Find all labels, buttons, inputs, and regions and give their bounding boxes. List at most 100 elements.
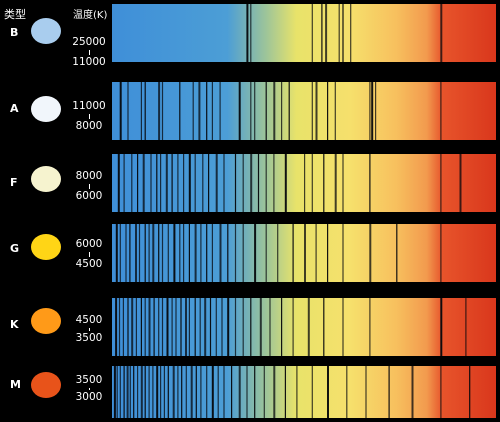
absorption-line — [307, 298, 310, 356]
absorption-line — [161, 82, 164, 140]
absorption-line — [171, 154, 173, 212]
absorption-line — [273, 82, 276, 140]
absorption-line — [144, 366, 146, 418]
absorption-line — [195, 366, 197, 418]
absorption-line — [259, 298, 262, 356]
class-label: G — [10, 242, 20, 255]
class-label: B — [10, 26, 19, 39]
temp-low: 6000 — [75, 190, 103, 202]
class-label: K — [10, 318, 19, 331]
absorption-line — [119, 82, 122, 140]
spectrum-svg — [112, 366, 496, 418]
absorption-line — [411, 366, 414, 418]
absorption-line — [338, 4, 340, 62]
absorption-line — [342, 298, 344, 356]
temp-low: 3000 — [75, 391, 103, 403]
star-swatch — [31, 166, 61, 192]
absorption-line — [160, 366, 162, 418]
absorption-line — [234, 154, 237, 212]
absorption-line — [167, 366, 169, 418]
absorption-line — [327, 224, 329, 282]
spectrum-svg — [112, 298, 496, 356]
absorption-line — [311, 154, 313, 212]
absorption-line — [440, 82, 442, 140]
absorption-line — [129, 366, 131, 418]
absorption-line — [223, 154, 225, 212]
absorption-line — [311, 366, 313, 418]
spectrum-svg — [112, 154, 496, 212]
spectrum-band — [112, 366, 496, 418]
absorption-line — [153, 298, 155, 356]
absorption-line — [327, 82, 329, 140]
absorption-line — [440, 4, 443, 62]
absorption-line — [144, 298, 146, 356]
star-swatch — [31, 308, 61, 334]
absorption-line — [254, 224, 257, 282]
absorption-line — [188, 224, 190, 282]
absorption-line — [465, 298, 467, 356]
absorption-line — [440, 366, 442, 418]
absorption-line — [160, 154, 162, 212]
absorption-line — [250, 298, 252, 356]
absorption-line — [304, 224, 306, 282]
absorption-line — [126, 366, 129, 418]
absorption-line — [131, 298, 134, 356]
absorption-line — [469, 366, 471, 418]
absorption-line — [179, 82, 181, 140]
absorption-line — [118, 298, 121, 356]
absorption-line — [281, 82, 283, 140]
absorption-line — [273, 366, 276, 418]
spectrum-svg — [112, 4, 496, 62]
absorption-line — [265, 154, 267, 212]
absorption-line — [369, 224, 372, 282]
temp-separator — [88, 252, 90, 257]
spectrum-row-f: F 8000 6000 — [0, 146, 500, 212]
absorption-line — [123, 366, 125, 418]
absorption-line — [369, 154, 371, 212]
absorption-line — [185, 298, 187, 356]
absorption-line — [148, 366, 150, 418]
absorption-line — [156, 154, 158, 212]
type-header: 类型 — [4, 8, 26, 21]
absorption-line — [288, 82, 290, 140]
absorption-line — [334, 154, 337, 212]
absorption-line — [200, 366, 202, 418]
absorption-line — [142, 154, 145, 212]
absorption-line — [179, 224, 181, 282]
absorption-line — [219, 82, 221, 140]
absorption-line — [238, 82, 241, 140]
absorption-line — [199, 298, 201, 356]
absorption-line — [296, 366, 298, 418]
spectrum-band — [112, 154, 496, 212]
absorption-line — [140, 366, 143, 418]
absorption-line — [140, 82, 142, 140]
absorption-line — [269, 298, 271, 356]
absorption-line — [219, 224, 222, 282]
absorption-line — [129, 224, 131, 282]
class-label: A — [10, 102, 19, 115]
absorption-line — [321, 4, 323, 62]
absorption-line — [175, 298, 177, 356]
temp-separator — [88, 114, 90, 119]
absorption-line — [211, 224, 213, 282]
absorption-line — [183, 224, 185, 282]
absorption-line — [396, 224, 398, 282]
absorption-line — [440, 224, 442, 282]
absorption-line — [215, 298, 217, 356]
absorption-line — [125, 224, 127, 282]
absorption-line — [234, 298, 237, 356]
absorption-line — [192, 82, 194, 140]
absorption-line — [292, 224, 294, 282]
absorption-line — [246, 366, 248, 418]
absorption-line — [284, 154, 287, 212]
absorption-line — [140, 298, 142, 356]
absorption-line — [315, 82, 318, 140]
absorption-line — [334, 82, 336, 140]
absorption-line — [206, 366, 208, 418]
temperature-header: 温度(K) — [73, 10, 108, 21]
spectrum-band — [112, 298, 496, 356]
spectrum-row-a: A 11000 8000 — [0, 72, 500, 140]
temp-high: 3500 — [75, 374, 103, 386]
absorption-line — [223, 366, 225, 418]
temp-separator — [88, 184, 90, 189]
